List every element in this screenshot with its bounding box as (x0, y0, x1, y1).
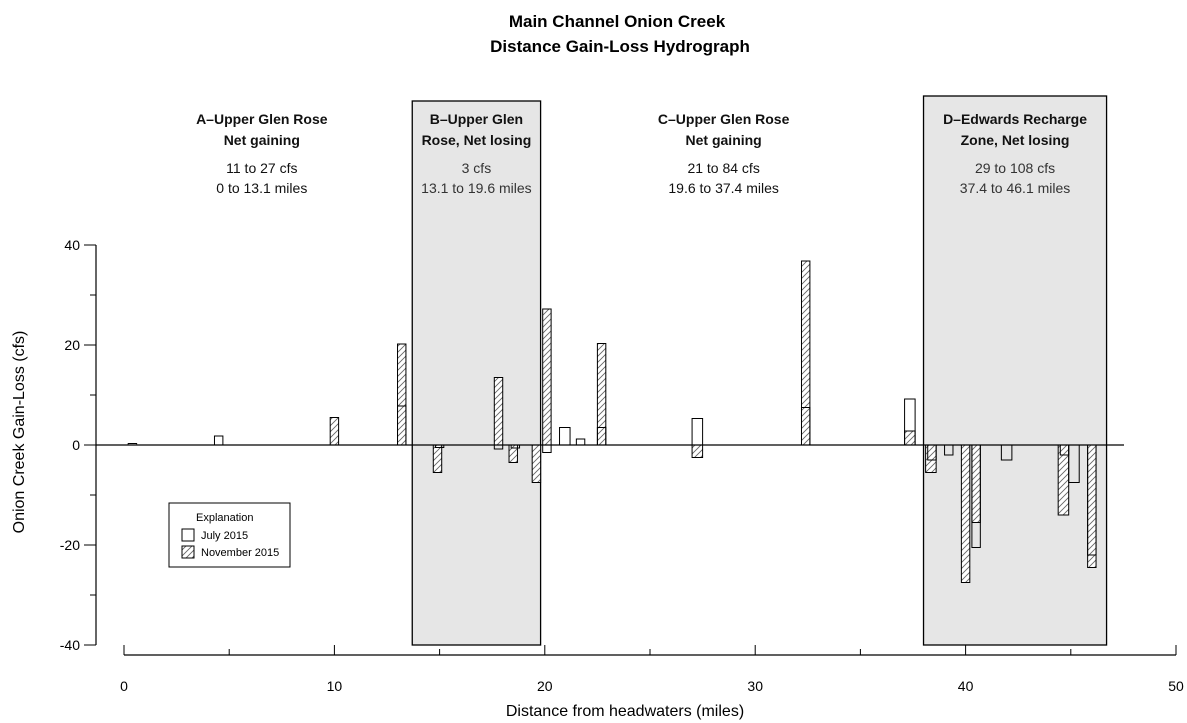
segment-1-miles: 13.1 to 19.6 miles (421, 180, 532, 196)
bar-july-8 (575, 438, 586, 446)
segment-0-heading1: A–Upper Glen Rose (196, 111, 328, 127)
segment-0-miles: 0 to 13.1 miles (216, 180, 307, 196)
bar-november-5 (531, 444, 542, 483)
bar-july-1 (213, 435, 224, 446)
x-tick-label: 40 (958, 678, 974, 694)
chart-title: Main Channel Onion Creek (509, 12, 726, 31)
segment-2-heading1: C–Upper Glen Rose (658, 111, 790, 127)
y-tick-label: 40 (64, 237, 80, 253)
segment-3-range: 29 to 108 cfs (975, 160, 1055, 176)
segment-3-heading2: Zone, Net losing (961, 132, 1070, 148)
legend: Explanation July 2015 November 2015 (168, 502, 291, 568)
x-axis-label: Distance from headwaters (miles) (506, 703, 744, 720)
y-tick-label: 0 (72, 437, 80, 453)
x-tick-label: 0 (120, 678, 128, 694)
bar-november-12 (960, 444, 971, 583)
bar-july-6 (542, 444, 552, 453)
bar-november-8 (691, 444, 704, 458)
bar-july-10 (691, 418, 704, 446)
segment-1-range: 3 cfs (462, 160, 492, 176)
legend-label-november: November 2015 (201, 547, 279, 559)
bar-november-1 (397, 343, 407, 446)
segment-2-miles: 19.6 to 37.4 miles (668, 180, 779, 196)
legend-swatch-november (181, 545, 195, 559)
axes-layer: -40 -20 0 20 40 0 10 20 30 40 50 (60, 237, 1184, 694)
bar-november-9 (800, 260, 811, 446)
bar-november-15 (1087, 444, 1097, 568)
bar-november-6 (542, 308, 552, 446)
y-axis-label: Onion Creek Gain-Loss (cfs) (11, 331, 28, 534)
segment-box-1 (411, 100, 542, 646)
segment-0-heading2: Net gaining (224, 132, 300, 148)
bar-july-7 (559, 427, 571, 446)
bar-november-11 (925, 444, 937, 473)
x-tick-label: 20 (537, 678, 553, 694)
legend-swatch-july (181, 528, 195, 542)
bar-november-13 (971, 444, 981, 523)
x-tick-label: 30 (747, 678, 763, 694)
bar-november-3 (493, 377, 504, 446)
bar-november-2 (432, 444, 443, 473)
legend-label-july: July 2015 (201, 530, 248, 542)
segment-1-heading2: Rose, Net losing (422, 132, 532, 148)
x-tick-label: 50 (1168, 678, 1184, 694)
segment-1-heading1: B–Upper Glen (430, 111, 523, 127)
legend-title: Explanation (196, 512, 254, 524)
segment-2-range: 21 to 84 cfs (687, 160, 759, 176)
bar-november-10 (904, 430, 916, 446)
y-tick-label: -20 (60, 537, 80, 553)
segment-3-heading1: D–Edwards Recharge (943, 111, 1087, 127)
x-tick-label: 10 (327, 678, 343, 694)
y-tick-label: -40 (60, 637, 80, 653)
bar-november-7 (596, 343, 607, 446)
segment-3-miles: 37.4 to 46.1 miles (960, 180, 1071, 196)
bar-november-0 (329, 417, 340, 446)
chart-subtitle: Distance Gain-Loss Hydrograph (490, 37, 750, 56)
y-tick-label: 20 (64, 337, 80, 353)
segment-0-range: 11 to 27 cfs (226, 160, 297, 176)
segments-layer: A–Upper Glen Rose Net gaining 11 to 27 cfs… (196, 95, 1108, 646)
segment-box-3 (922, 95, 1108, 646)
segment-2-heading2: Net gaining (686, 132, 762, 148)
